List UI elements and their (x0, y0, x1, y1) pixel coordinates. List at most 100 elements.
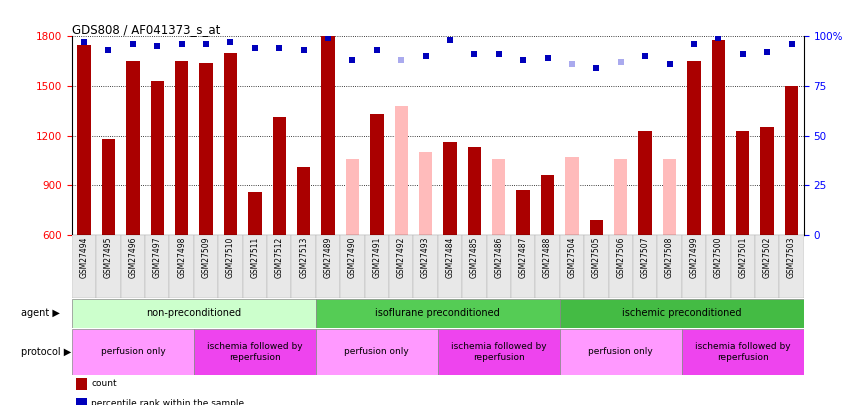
Text: GSM27489: GSM27489 (323, 237, 332, 278)
Bar (657, 235, 682, 298)
Bar (560, 235, 584, 298)
Bar (590, 220, 603, 235)
Bar (96, 235, 121, 298)
Bar (194, 235, 218, 298)
Text: GSM27492: GSM27492 (397, 237, 406, 278)
Text: GSM27487: GSM27487 (519, 237, 528, 278)
Text: non-preconditioned: non-preconditioned (146, 309, 241, 318)
Bar (711, 40, 725, 235)
Bar (687, 61, 700, 235)
Bar (608, 235, 633, 298)
Bar (462, 235, 486, 298)
Bar (121, 235, 145, 298)
Text: GSM27511: GSM27511 (250, 237, 260, 278)
Text: GDS808 / AF041373_s_at: GDS808 / AF041373_s_at (72, 23, 220, 36)
Text: GSM27508: GSM27508 (665, 237, 674, 278)
Bar (346, 159, 360, 235)
Bar (560, 329, 682, 375)
Bar (730, 235, 755, 298)
Bar (102, 139, 115, 235)
Text: GSM27500: GSM27500 (714, 237, 722, 278)
Bar (365, 235, 389, 298)
Bar (370, 114, 383, 235)
Text: GSM27503: GSM27503 (787, 237, 796, 278)
Bar (779, 235, 804, 298)
Bar (72, 235, 96, 298)
Bar (321, 36, 335, 235)
Bar (662, 159, 676, 235)
Bar (785, 86, 799, 235)
Bar (145, 235, 169, 298)
Bar (126, 61, 140, 235)
Text: GSM27485: GSM27485 (470, 237, 479, 278)
Bar (682, 235, 706, 298)
Text: GSM27496: GSM27496 (129, 237, 137, 278)
Text: perfusion only: perfusion only (344, 347, 409, 356)
Text: GSM27488: GSM27488 (543, 237, 552, 278)
Bar (736, 131, 750, 235)
Bar (175, 61, 189, 235)
Text: count: count (91, 379, 117, 388)
Bar (194, 329, 316, 375)
Bar (536, 235, 560, 298)
Text: isoflurane preconditioned: isoflurane preconditioned (376, 309, 500, 318)
Bar (755, 235, 779, 298)
Text: percentile rank within the sample: percentile rank within the sample (91, 399, 244, 405)
Text: GSM27504: GSM27504 (568, 237, 576, 278)
Text: perfusion only: perfusion only (101, 347, 165, 356)
Text: GSM27510: GSM27510 (226, 237, 235, 278)
Bar (682, 329, 804, 375)
Text: GSM27494: GSM27494 (80, 237, 89, 278)
Text: GSM27499: GSM27499 (689, 237, 699, 278)
Bar (291, 235, 316, 298)
Text: GSM27506: GSM27506 (616, 237, 625, 278)
Text: ischemia followed by
reperfusion: ischemia followed by reperfusion (451, 342, 547, 362)
Bar (541, 175, 554, 235)
Text: GSM27507: GSM27507 (640, 237, 650, 278)
Bar (633, 235, 657, 298)
Bar (394, 106, 408, 235)
Bar (316, 235, 340, 298)
Bar (414, 235, 438, 298)
Text: GSM27505: GSM27505 (592, 237, 601, 278)
Text: GSM27513: GSM27513 (299, 237, 308, 278)
Bar (72, 329, 194, 375)
Bar (151, 81, 164, 235)
Text: GSM27491: GSM27491 (372, 237, 382, 278)
Bar (389, 235, 414, 298)
Text: GSM27512: GSM27512 (275, 237, 283, 278)
Bar (614, 159, 628, 235)
Bar (267, 235, 291, 298)
Bar (272, 117, 286, 235)
Bar (218, 235, 243, 298)
Bar (200, 63, 213, 235)
Bar (223, 53, 237, 235)
Text: agent ▶: agent ▶ (21, 309, 60, 318)
Bar (77, 45, 91, 235)
Bar (560, 299, 804, 328)
Bar (297, 167, 310, 235)
Text: ischemia followed by
reperfusion: ischemia followed by reperfusion (695, 342, 790, 362)
Bar (565, 157, 579, 235)
Bar (761, 128, 774, 235)
Bar (706, 235, 730, 298)
Text: perfusion only: perfusion only (588, 347, 653, 356)
Text: GSM27497: GSM27497 (153, 237, 162, 278)
Text: GSM27501: GSM27501 (739, 237, 747, 278)
Bar (243, 235, 267, 298)
Bar (316, 329, 438, 375)
Bar (316, 299, 560, 328)
Text: GSM27498: GSM27498 (177, 237, 186, 278)
Text: GSM27502: GSM27502 (762, 237, 772, 278)
Bar (419, 152, 432, 235)
Text: ischemic preconditioned: ischemic preconditioned (622, 309, 741, 318)
Bar (468, 147, 481, 235)
Bar (639, 131, 652, 235)
Bar (486, 235, 511, 298)
Bar (443, 142, 457, 235)
Bar (248, 192, 261, 235)
Text: ischemia followed by
reperfusion: ischemia followed by reperfusion (207, 342, 303, 362)
Bar (492, 159, 506, 235)
Text: GSM27486: GSM27486 (494, 237, 503, 278)
Bar (584, 235, 608, 298)
